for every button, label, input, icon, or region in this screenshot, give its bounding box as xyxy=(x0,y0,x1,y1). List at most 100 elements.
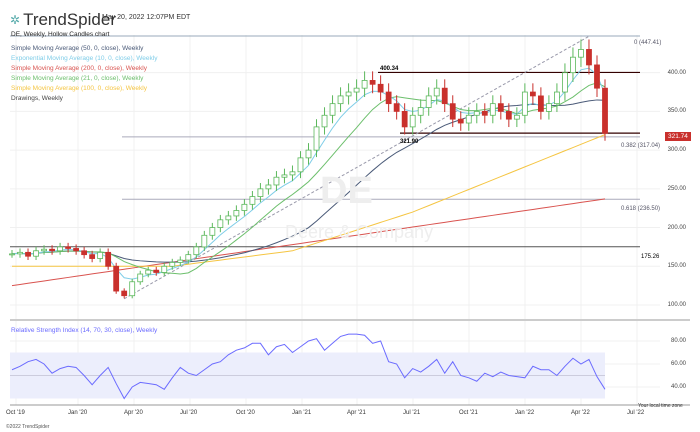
candle-body xyxy=(385,91,392,105)
fib-382-label: 0.382 (317.04) xyxy=(621,143,661,149)
candle-body xyxy=(562,72,568,93)
candle-body xyxy=(273,176,280,186)
candle-body xyxy=(105,251,112,267)
low-label: 321.90 xyxy=(400,139,419,145)
candle-body xyxy=(337,95,344,105)
candle-body xyxy=(554,91,560,105)
candle-body xyxy=(49,248,55,252)
chart-title: DE, Weekly, Hollow Candles chart xyxy=(11,31,110,38)
candle-body xyxy=(481,111,488,116)
candle-body xyxy=(97,251,104,259)
time-axis-label: Jan '20 xyxy=(68,410,88,416)
candle-body xyxy=(369,80,376,85)
price-axis-label: 150.00 xyxy=(667,263,686,270)
candle-body xyxy=(353,87,360,93)
candle-body xyxy=(145,269,152,275)
candle-body xyxy=(217,219,224,228)
candle-body xyxy=(489,103,496,116)
price-axis-label: 200.00 xyxy=(667,224,686,231)
legend-item[interactable]: Simple Moving Average (200, 0, close), W… xyxy=(11,65,147,72)
candle-body xyxy=(209,227,216,236)
candle-body xyxy=(161,265,168,273)
candle-body xyxy=(233,210,240,217)
rsi-axis-label: 60.00 xyxy=(670,361,686,367)
candle-body xyxy=(497,103,504,112)
candle-body xyxy=(521,91,528,116)
candle-body xyxy=(201,234,208,248)
candle-body xyxy=(89,254,96,259)
legend-item[interactable]: Drawings, Weekly xyxy=(11,95,63,102)
candle-body xyxy=(449,103,456,120)
legend-item[interactable]: Simple Moving Average (100, 0, close), W… xyxy=(11,85,147,92)
rsi-axis-label: 40.00 xyxy=(670,384,686,390)
candle-body xyxy=(570,56,576,74)
time-axis-label: Jul '21 xyxy=(403,410,421,416)
fib-0-label: 0 (447.41) xyxy=(634,40,662,46)
legend-item[interactable]: Simple Moving Average (21, 0, close), We… xyxy=(11,75,144,82)
candle-body xyxy=(265,184,272,190)
candle-body xyxy=(602,87,608,134)
candle-body xyxy=(425,95,432,108)
candle-body xyxy=(137,273,144,283)
candle-body xyxy=(297,157,304,173)
trend-line xyxy=(123,35,590,300)
candle-body xyxy=(393,103,400,112)
candle-body xyxy=(177,259,184,263)
watermark-name: Deere & Company xyxy=(285,222,434,242)
candle-body xyxy=(281,174,288,178)
time-axis-label: Jul '20 xyxy=(180,410,198,416)
time-axis-label: Jan '22 xyxy=(515,410,535,416)
candle-body xyxy=(57,246,63,252)
candle-body xyxy=(546,103,552,112)
candle-body xyxy=(505,111,512,120)
candle-body xyxy=(33,250,39,257)
candle-body xyxy=(321,114,328,128)
time-axis-label: Oct '19 xyxy=(6,410,25,416)
candle-body xyxy=(537,95,544,112)
candle-body xyxy=(578,49,584,58)
price-axis-label: 100.00 xyxy=(667,302,686,308)
rsi-label: Relative Strength Index (14, 70, 30, clo… xyxy=(11,327,158,334)
brand-name: TrendSpider xyxy=(23,10,116,29)
fib-618-label: 0.618 (236.50) xyxy=(621,206,661,212)
candle-body xyxy=(169,262,176,267)
last-price-tag: 321.74 xyxy=(665,132,691,141)
candle-body xyxy=(153,269,160,273)
candle-body xyxy=(249,196,256,205)
time-axis-label: Jan '21 xyxy=(292,410,312,416)
candle-body xyxy=(529,91,536,97)
candle-body xyxy=(345,91,352,97)
candle-body xyxy=(473,111,480,116)
candle-body xyxy=(465,114,472,124)
rsi-line xyxy=(11,333,606,400)
candle-body xyxy=(433,87,440,97)
candle-body xyxy=(401,111,408,128)
candle-body xyxy=(73,248,80,252)
time-axis-label: Apr '21 xyxy=(347,410,366,416)
candle-body xyxy=(65,246,71,249)
timezone-button[interactable]: Your local time zone xyxy=(638,403,683,409)
time-axis-label: Oct '20 xyxy=(236,410,255,416)
price-axis-label: 250.00 xyxy=(667,185,686,192)
candle-body xyxy=(313,126,320,151)
candle-body xyxy=(129,281,136,297)
support-label: 175.26 xyxy=(641,254,660,260)
candle-body xyxy=(586,49,592,66)
candle-body xyxy=(9,253,15,256)
legend-item[interactable]: Simple Moving Average (50, 0, close), We… xyxy=(11,45,144,52)
copyright: ©2022 TrendSpider xyxy=(6,424,50,430)
candle-body xyxy=(409,114,416,128)
price-axis-label: 300.00 xyxy=(667,147,686,154)
time-axis-label: Apr '22 xyxy=(571,410,590,416)
time-axis-label: Oct '21 xyxy=(459,410,478,416)
candle-body xyxy=(329,103,336,116)
candle-body xyxy=(81,250,88,256)
spider-icon: ✲ xyxy=(10,13,21,27)
legend-item[interactable]: Exponential Moving Average (10, 0, close… xyxy=(11,55,158,62)
price-axis-label: 350.00 xyxy=(667,108,686,115)
candle-body xyxy=(185,254,192,261)
candle-body xyxy=(17,251,23,255)
time-axis-label: Apr '20 xyxy=(124,410,143,416)
